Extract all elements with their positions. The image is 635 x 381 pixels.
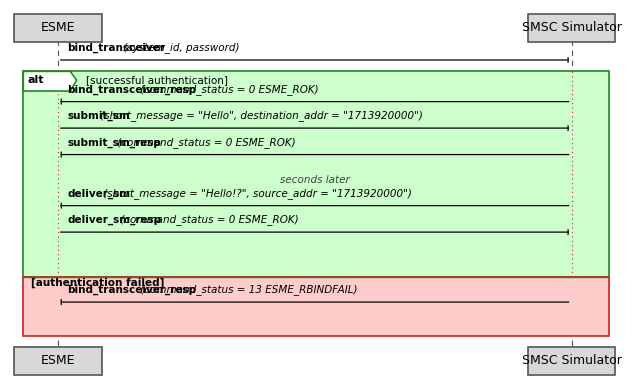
FancyBboxPatch shape: [14, 346, 102, 375]
FancyBboxPatch shape: [23, 277, 609, 336]
Text: [successful authentication]: [successful authentication]: [86, 75, 228, 85]
Text: (short_message = "Hello!?", source_addr = "1713920000"): (short_message = "Hello!?", source_addr …: [100, 188, 412, 199]
FancyBboxPatch shape: [14, 14, 102, 42]
Text: (system_id, password): (system_id, password): [120, 42, 240, 53]
Text: submit_sm: submit_sm: [67, 111, 130, 121]
FancyBboxPatch shape: [528, 14, 615, 42]
Text: SMSC Simulator: SMSC Simulator: [521, 21, 622, 34]
Text: deliver_sm: deliver_sm: [67, 189, 130, 199]
Text: (command_status = 0 ESME_ROK): (command_status = 0 ESME_ROK): [137, 84, 319, 95]
Text: [authentication failed]: [authentication failed]: [32, 277, 165, 288]
Text: bind_transceiver: bind_transceiver: [67, 43, 165, 53]
Text: SMSC Simulator: SMSC Simulator: [521, 354, 622, 367]
Text: bind_transceiver_resp: bind_transceiver_resp: [67, 85, 196, 95]
Text: (command_status = 0 ESME_ROK): (command_status = 0 ESME_ROK): [117, 215, 298, 225]
Text: deliver_sm_resp: deliver_sm_resp: [67, 215, 161, 225]
Text: (command_status = 0 ESME_ROK): (command_status = 0 ESME_ROK): [114, 137, 295, 148]
Text: submit_sm_resp: submit_sm_resp: [67, 138, 161, 148]
Polygon shape: [23, 71, 77, 91]
Text: ESME: ESME: [41, 354, 75, 367]
Text: ESME: ESME: [41, 21, 75, 34]
FancyBboxPatch shape: [23, 71, 609, 277]
Text: bind_transceiver_resp: bind_transceiver_resp: [67, 285, 196, 295]
Text: seconds later: seconds later: [280, 175, 349, 185]
Text: alt: alt: [27, 75, 44, 85]
Text: (command_status = 13 ESME_RBINDFAIL): (command_status = 13 ESME_RBINDFAIL): [137, 284, 358, 295]
Text: (short_message = "Hello", destination_addr = "1713920000"): (short_message = "Hello", destination_ad…: [97, 110, 423, 121]
FancyBboxPatch shape: [528, 346, 615, 375]
